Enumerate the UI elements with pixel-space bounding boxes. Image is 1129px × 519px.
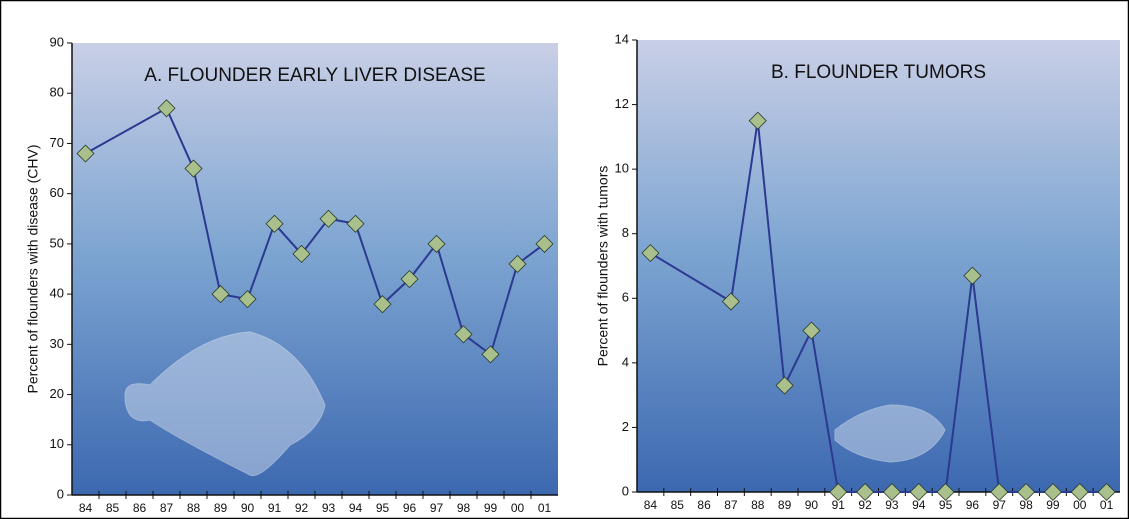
x-tick-label: 97 <box>430 501 444 515</box>
y-tick-label: 80 <box>50 85 64 100</box>
marker <box>454 325 473 344</box>
y-tick-label: 70 <box>50 135 64 150</box>
x-tick-label: 91 <box>268 501 282 515</box>
y-tick-label: 60 <box>50 185 64 200</box>
plot-area <box>72 43 558 495</box>
marker <box>76 144 95 163</box>
marker <box>157 99 176 118</box>
x-tick-label: 95 <box>376 501 390 515</box>
x-tick-label: 91 <box>832 498 846 512</box>
x-tick-label: 98 <box>1019 498 1033 512</box>
y-tick-label: 14 <box>615 31 629 46</box>
marker <box>400 269 419 289</box>
marker <box>909 482 928 502</box>
x-tick-label: 87 <box>724 498 738 512</box>
marker <box>346 214 365 233</box>
marker <box>856 482 875 502</box>
marker <box>508 254 527 274</box>
fish-illustration <box>124 331 326 477</box>
marker <box>1043 482 1062 502</box>
x-tick-label: 87 <box>160 501 174 515</box>
x-tick-label: 96 <box>966 498 980 512</box>
marker <box>319 209 338 228</box>
chart-title: A. FLOUNDER EARLY LIVER DISEASE <box>144 65 485 86</box>
y-tick-label: 0 <box>57 486 64 501</box>
marker <box>882 482 901 502</box>
x-tick-label: 85 <box>671 498 685 512</box>
x-tick-label: 93 <box>885 498 899 512</box>
marker <box>238 290 257 309</box>
y-tick-label: 20 <box>50 386 64 401</box>
line <box>649 120 1107 493</box>
x-tick-label: 89 <box>214 501 228 515</box>
x-tick-label: 01 <box>1100 498 1114 512</box>
marker <box>721 292 740 311</box>
y-tick-label: 90 <box>50 34 64 49</box>
y-axis-label: Percent of flounders with disease (CHV) <box>25 145 41 394</box>
x-tick-label: 93 <box>322 501 336 515</box>
y-tick-label: 30 <box>50 336 64 351</box>
marker <box>535 234 554 253</box>
y-axis-label: Percent of flounders with tumors <box>595 166 611 367</box>
marker <box>641 244 660 263</box>
fish-illustration <box>834 404 946 463</box>
marker <box>802 321 821 340</box>
y-tick-label: 12 <box>615 96 629 111</box>
plot-area <box>637 40 1120 492</box>
x-tick-label: 86 <box>697 498 711 512</box>
marker <box>211 285 230 304</box>
x-tick-label: 92 <box>858 498 872 512</box>
y-tick-label: 50 <box>50 235 64 250</box>
x-tick-label: 97 <box>993 498 1007 512</box>
marker <box>292 244 311 263</box>
marker <box>1070 482 1089 502</box>
x-tick-label: 92 <box>295 501 309 515</box>
x-tick-label: 90 <box>805 498 819 512</box>
y-tick-label: 2 <box>622 419 629 434</box>
marker <box>481 345 500 364</box>
x-tick-label: 00 <box>511 501 525 515</box>
x-tick-label: 95 <box>939 498 953 512</box>
chart-title: B. FLOUNDER TUMORS <box>771 62 986 83</box>
line <box>85 106 546 357</box>
y-tick-label: 6 <box>622 290 629 305</box>
y-tick-label: 8 <box>622 225 629 240</box>
x-tick-label: 88 <box>751 498 765 512</box>
marker <box>990 482 1009 502</box>
marker <box>748 111 767 130</box>
marker <box>1097 482 1116 502</box>
x-tick-label: 94 <box>912 498 926 512</box>
marker <box>1017 482 1036 502</box>
y-tick-label: 40 <box>50 286 64 301</box>
marker <box>427 234 446 253</box>
x-tick-label: 85 <box>106 501 120 515</box>
x-tick-label: 96 <box>403 501 417 515</box>
x-tick-label: 01 <box>538 501 552 515</box>
x-tick-label: 89 <box>778 498 792 512</box>
marker <box>963 266 982 285</box>
marker <box>184 159 203 178</box>
x-tick-label: 88 <box>187 501 201 515</box>
x-tick-label: 90 <box>241 501 255 515</box>
marker <box>829 482 848 502</box>
x-tick-label: 98 <box>457 501 471 515</box>
x-tick-label: 99 <box>484 501 498 515</box>
y-tick-label: 10 <box>615 161 629 176</box>
x-tick-label: 99 <box>1046 498 1060 512</box>
marker <box>373 295 392 314</box>
x-tick-label: 00 <box>1073 498 1087 512</box>
y-tick-label: 4 <box>622 354 629 369</box>
marker <box>936 482 955 502</box>
y-tick-label: 10 <box>50 436 64 451</box>
y-tick-label: 0 <box>622 483 629 498</box>
x-tick-label: 84 <box>644 498 658 512</box>
x-tick-label: 84 <box>79 501 93 515</box>
x-tick-label: 86 <box>133 501 147 515</box>
marker <box>265 214 284 233</box>
x-tick-label: 94 <box>349 501 363 515</box>
marker <box>775 376 794 395</box>
